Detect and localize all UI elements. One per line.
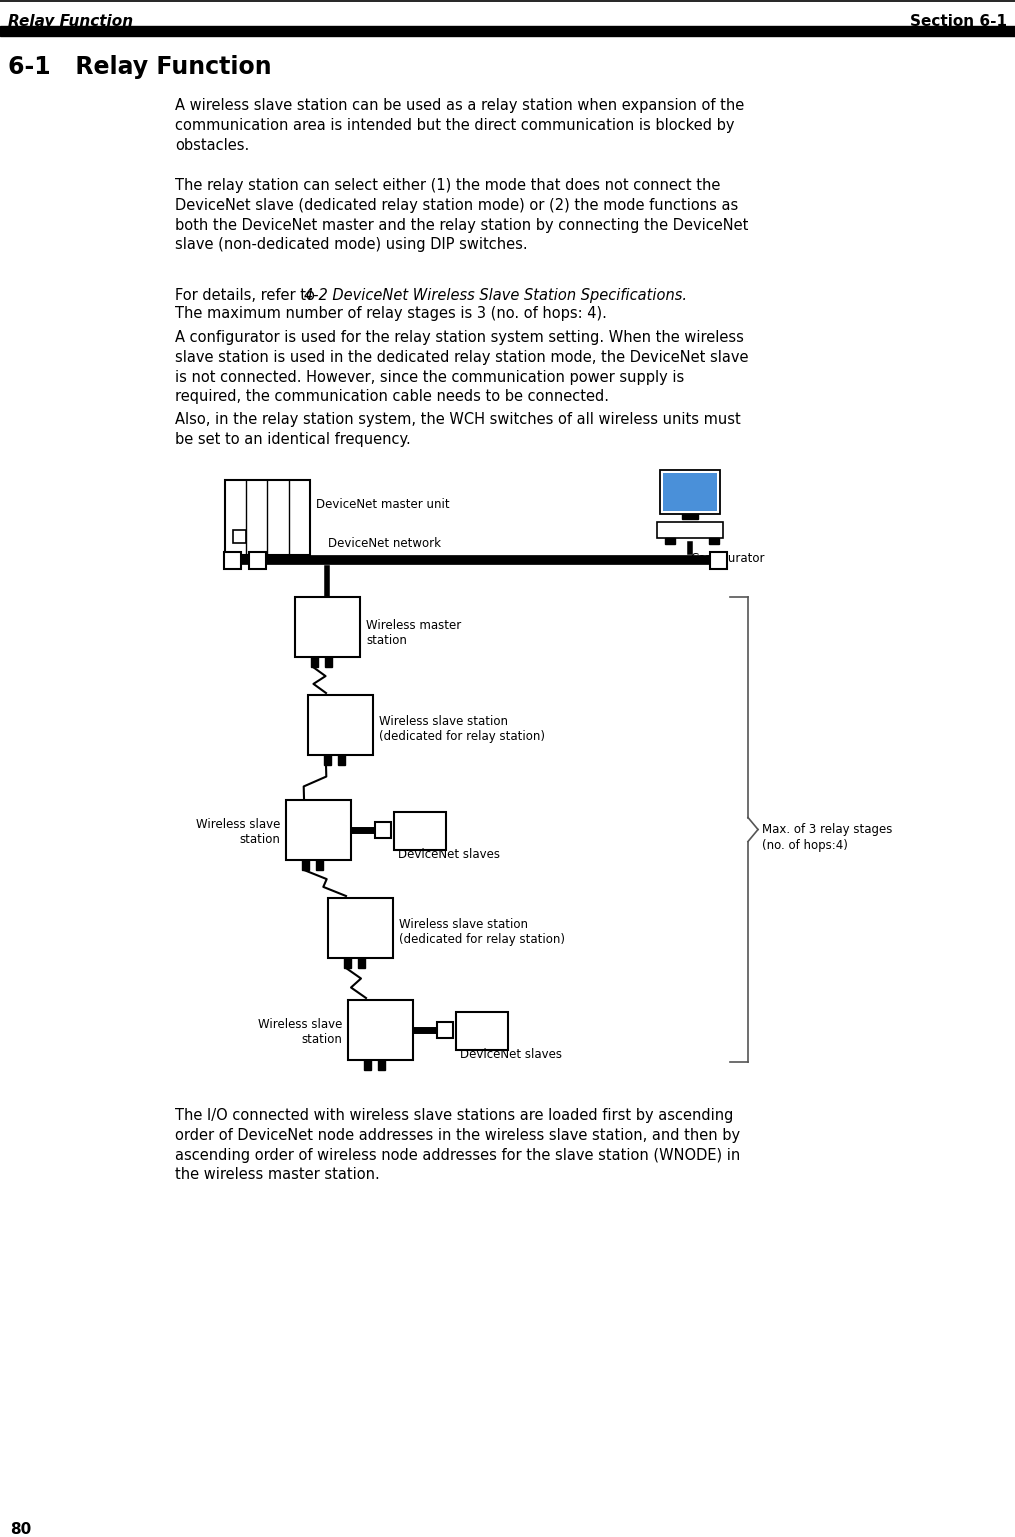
Bar xyxy=(378,1061,385,1070)
Bar xyxy=(325,656,332,667)
Bar xyxy=(308,695,373,755)
Text: 4-2 DeviceNet Wireless Slave Station Specifications.: 4-2 DeviceNet Wireless Slave Station Spe… xyxy=(303,287,687,303)
Bar xyxy=(364,1061,371,1070)
Bar xyxy=(375,822,391,838)
Bar xyxy=(710,552,727,569)
Bar xyxy=(358,958,365,968)
Text: Section 6-1: Section 6-1 xyxy=(910,14,1007,29)
Bar xyxy=(456,1011,508,1050)
Text: DeviceNet network: DeviceNet network xyxy=(328,536,441,550)
Text: Wireless slave station
(dedicated for relay station): Wireless slave station (dedicated for re… xyxy=(379,715,545,742)
Bar xyxy=(660,470,720,513)
Bar xyxy=(328,898,393,958)
Text: Wireless master
station: Wireless master station xyxy=(366,619,461,647)
Bar xyxy=(225,480,310,555)
Text: A wireless slave station can be used as a relay station when expansion of the
co: A wireless slave station can be used as … xyxy=(175,98,744,152)
Text: The relay station can select either (1) the mode that does not connect the
Devic: The relay station can select either (1) … xyxy=(175,178,748,252)
Text: Also, in the relay station system, the WCH switches of all wireless units must
b: Also, in the relay station system, the W… xyxy=(175,412,741,447)
Bar xyxy=(302,861,309,870)
Text: A configurator is used for the relay station system setting. When the wireless
s: A configurator is used for the relay sta… xyxy=(175,330,748,404)
Bar xyxy=(709,538,719,544)
Text: The maximum number of relay stages is 3 (no. of hops: 4).: The maximum number of relay stages is 3 … xyxy=(175,306,607,321)
Bar xyxy=(338,755,345,765)
Text: Wireless slave
station: Wireless slave station xyxy=(258,1017,342,1047)
Text: Wireless slave station
(dedicated for relay station): Wireless slave station (dedicated for re… xyxy=(399,918,565,945)
Text: 6-1   Relay Function: 6-1 Relay Function xyxy=(8,55,272,78)
Bar xyxy=(663,473,717,510)
Bar xyxy=(348,1001,413,1061)
Text: DeviceNet slaves: DeviceNet slaves xyxy=(398,848,500,861)
Text: DeviceNet master unit: DeviceNet master unit xyxy=(316,498,450,510)
Text: Configurator: Configurator xyxy=(690,552,764,566)
Bar xyxy=(0,26,1015,35)
Bar xyxy=(224,552,241,569)
Bar xyxy=(657,523,723,538)
Bar xyxy=(437,1022,453,1037)
Text: DeviceNet slaves: DeviceNet slaves xyxy=(460,1048,562,1061)
Text: Max. of 3 relay stages
(no. of hops:4): Max. of 3 relay stages (no. of hops:4) xyxy=(762,824,892,851)
Text: For details, refer to: For details, refer to xyxy=(175,287,320,303)
Bar xyxy=(665,538,675,544)
Bar xyxy=(316,861,323,870)
Bar xyxy=(394,812,446,850)
Bar xyxy=(233,530,246,543)
Bar xyxy=(286,799,351,861)
Text: The I/O connected with wireless slave stations are loaded first by ascending
ord: The I/O connected with wireless slave st… xyxy=(175,1108,740,1182)
Text: Relay Function: Relay Function xyxy=(8,14,133,29)
Bar xyxy=(324,755,331,765)
Bar xyxy=(249,552,266,569)
Text: 80: 80 xyxy=(10,1522,31,1537)
Text: Wireless slave
station: Wireless slave station xyxy=(196,818,280,845)
Bar xyxy=(682,513,698,520)
Bar xyxy=(311,656,318,667)
Bar xyxy=(295,596,360,656)
Bar xyxy=(344,958,351,968)
